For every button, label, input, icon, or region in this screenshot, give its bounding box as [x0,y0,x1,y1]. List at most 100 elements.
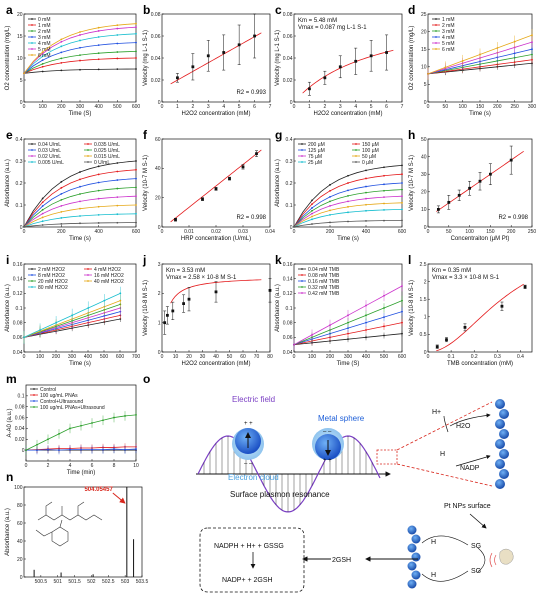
y-axis-label: Absorbance (a.u.) [275,284,281,332]
h2o-label: H2O [456,423,471,430]
data-point [163,321,167,325]
legend-marker [31,24,33,26]
vmax-annotation: Vmax = 3.3 × 10-8 M S-1 [432,275,500,281]
series-point [347,200,349,203]
series-point [79,59,81,62]
series-point [116,221,119,224]
y-tick-label: 0 [20,575,23,581]
series-point [79,193,81,195]
reaction-input: NADPH + H+ + GSSG [214,543,284,550]
y-tick-label: 0.2 [286,181,293,187]
panel-label-n: n [6,470,13,484]
data-point [489,172,492,176]
legend-marker [33,400,35,402]
x-tick-label: 2 [323,104,326,110]
series-point [79,34,81,36]
series-point [347,194,349,197]
y-tick-label: 25 [421,12,427,18]
series-point [97,222,100,224]
data-point [214,290,218,294]
x-tick-label: 100 [465,229,474,235]
x-axis-label: Time (s) [69,361,91,367]
fit-curve [436,283,524,352]
x-tick-label: 5 [238,104,241,110]
data-point [228,177,231,180]
legend-label: 200 µM [308,142,325,148]
y-axis-label: Velocity (10-7 M S-1) [143,155,149,211]
r-squared-annotation: R2 = 0.998 [498,215,528,221]
y-tick-label: 0.04 [13,350,23,356]
legend-label: 0.015 U/mL [94,154,120,160]
sg-label-top: SG [471,543,481,550]
data-point [385,51,388,54]
legend-label: Control [40,387,56,393]
x-tick-label: 200 [493,104,502,110]
chart-c: 0 1 2 3 4 5 6 7 0 0.02 0.04 0.06 0.08 H2O2 concentrat… [275,12,404,117]
plot-frame [23,486,143,578]
y-tick-label: 2 [424,279,427,285]
pt-atom [499,469,509,479]
series-point [383,166,385,169]
y-tick-label: 2.5 [420,262,427,268]
series-point [60,180,63,183]
x-tick-label: 4 [354,104,357,110]
r-squared-annotation: R2 = 0.993 [236,90,266,96]
pt-surface-label: Pt NPs surface [444,503,491,510]
series-point [60,223,63,225]
pt-atom [499,409,509,419]
y-tick-label: 80 [17,503,23,509]
series-point [365,191,367,194]
x-tick-label: 2 [47,463,50,469]
legend-marker [31,18,33,20]
legend-label: 0.02 U/mL [38,154,61,160]
x-tick-label: 500.5 [35,579,48,585]
x-tick-label: 50 [443,104,449,110]
series-point [329,214,331,216]
x-tick-label: 50 [227,354,233,360]
legend-label: 0.005 U/mL [38,160,64,166]
zoom-line-bottom [396,463,493,487]
y-tick-label: 0.5 [420,332,427,338]
y-tick-label: 10 [17,56,23,62]
series-point [79,178,81,181]
series-point [365,169,367,172]
series-point [41,52,44,55]
x-axis-label: Time (s) [69,236,91,242]
y-tick-label: 0.1 [16,203,23,209]
series-point [60,217,63,219]
x-tick-label: 6 [253,104,256,110]
series-point [347,220,349,223]
pt-atom [495,419,505,429]
x-axis-label: Time (S) [337,361,360,367]
data-point [463,325,467,329]
legend-marker [355,161,357,163]
peak-annotation: 504.05457 [84,487,113,493]
charge-plus-right: + + [323,458,332,464]
x-axis-label: HRP concentration (U/mL) [181,236,251,242]
panel-label-k: k [275,253,282,267]
series-point [311,207,313,209]
fit-curve [170,32,262,85]
series-point [135,168,137,171]
series-point [135,26,137,29]
y-tick-label: 0.06 [151,34,161,40]
series-point [60,69,63,72]
x-tick-label: 0 [293,229,296,235]
series-point [79,171,81,173]
series-point [60,57,63,60]
x-tick-label: 500 [113,104,122,110]
pt-atom [495,459,505,469]
chart-b: 0 1 2 3 4 5 6 7 0 0.02 0.04 0.06 0.08 H2O2 concentrat… [143,12,272,117]
pt-atom [411,552,421,562]
legend-label: 2 mM [442,23,455,29]
series-point [116,179,119,181]
legend-marker [87,155,89,157]
series-point [41,212,44,215]
y-axis-label: Velocity (mg L-1 S-1) [275,30,281,86]
r-squared-annotation: R2 = 0.998 [236,215,266,221]
panel-label-i: i [6,253,9,267]
series-point [329,200,331,203]
data-point [268,289,272,292]
legend-label: 3 mM [38,35,51,41]
data-point [237,43,241,47]
